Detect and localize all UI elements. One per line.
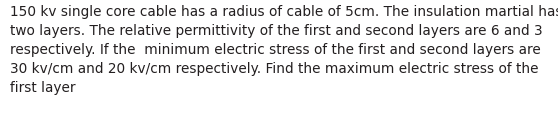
Text: 150 kv single core cable has a radius of cable of 5cm. The insulation martial ha: 150 kv single core cable has a radius of…	[10, 5, 558, 95]
